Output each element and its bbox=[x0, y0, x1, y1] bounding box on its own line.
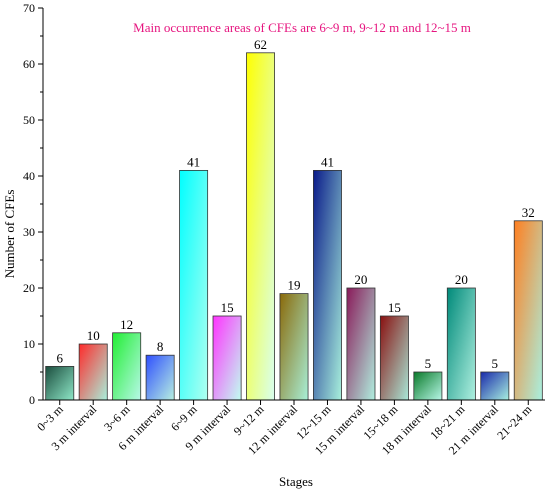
bar-value-label: 12 bbox=[120, 317, 133, 332]
y-tick-label: 20 bbox=[23, 281, 35, 295]
bar-value-label: 8 bbox=[157, 339, 164, 354]
bar-value-label: 41 bbox=[187, 154, 200, 169]
y-tick-label: 50 bbox=[23, 113, 35, 127]
y-tick-label: 30 bbox=[23, 225, 35, 239]
x-tick-label: 21~24 m bbox=[494, 402, 535, 443]
bar bbox=[246, 52, 275, 401]
bar bbox=[145, 354, 175, 401]
bar-value-label: 5 bbox=[492, 356, 499, 371]
bar bbox=[480, 371, 510, 401]
bar bbox=[513, 220, 543, 401]
bar bbox=[212, 315, 242, 401]
bar bbox=[112, 332, 142, 401]
bar-value-label: 32 bbox=[522, 205, 535, 220]
chart-annotation: Main occurrence areas of CFEs are 6~9 m,… bbox=[133, 20, 471, 35]
bar bbox=[413, 371, 443, 401]
bar-value-label: 15 bbox=[388, 300, 401, 315]
value-labels-group: 6 10 12 8 41 15 62 19 41 20 15 5 20 5 32 bbox=[56, 37, 534, 371]
y-axis-label: Number of CFEs bbox=[2, 190, 17, 279]
y-tick-label: 70 bbox=[23, 1, 35, 15]
bar-value-label: 62 bbox=[254, 37, 267, 52]
x-axis: 0~3 m3 m interval 3~6 m6 m interval 6~9 m9… bbox=[34, 399, 545, 457]
bar bbox=[179, 169, 209, 401]
bar-value-label: 41 bbox=[321, 154, 334, 169]
bar-value-label: 20 bbox=[455, 272, 468, 287]
x-axis-label: Stages bbox=[279, 474, 313, 489]
bar-value-label: 15 bbox=[221, 300, 234, 315]
bar bbox=[279, 293, 309, 401]
y-tick-label: 10 bbox=[23, 337, 35, 351]
bar-value-label: 6 bbox=[56, 350, 63, 365]
bars-group bbox=[45, 52, 543, 401]
bar bbox=[45, 365, 75, 401]
bar-value-label: 19 bbox=[288, 278, 301, 293]
bar bbox=[78, 343, 108, 401]
bar-value-label: 10 bbox=[87, 328, 100, 343]
bar-value-label: 20 bbox=[354, 272, 367, 287]
bar bbox=[346, 287, 376, 401]
y-tick-label: 60 bbox=[23, 57, 35, 71]
bar bbox=[313, 169, 342, 401]
y-axis: 0 10 20 30 40 50 60 70 bbox=[23, 1, 44, 407]
bar-value-label: 5 bbox=[425, 356, 432, 371]
y-tick-label: 40 bbox=[23, 169, 35, 183]
bar bbox=[379, 315, 409, 401]
y-tick-label: 0 bbox=[29, 393, 35, 407]
bar bbox=[446, 287, 476, 401]
